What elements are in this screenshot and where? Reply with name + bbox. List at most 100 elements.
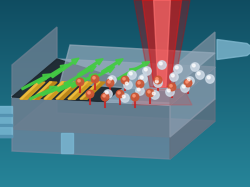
Polygon shape (12, 27, 57, 97)
Polygon shape (170, 67, 215, 137)
Polygon shape (132, 89, 192, 105)
Circle shape (139, 75, 147, 83)
FancyArrow shape (102, 59, 123, 73)
Circle shape (106, 79, 114, 87)
Circle shape (160, 62, 162, 65)
Circle shape (110, 77, 112, 80)
Polygon shape (0, 135, 12, 137)
Circle shape (176, 66, 178, 69)
Circle shape (168, 83, 176, 91)
Circle shape (104, 90, 112, 98)
Polygon shape (170, 32, 215, 105)
Circle shape (198, 72, 200, 75)
Circle shape (133, 95, 135, 97)
FancyArrow shape (38, 65, 68, 84)
Circle shape (166, 88, 174, 96)
Circle shape (91, 75, 99, 83)
Circle shape (170, 85, 172, 87)
Circle shape (154, 79, 162, 87)
Circle shape (108, 81, 110, 83)
Polygon shape (68, 82, 93, 99)
FancyArrow shape (58, 78, 85, 92)
Circle shape (172, 74, 174, 77)
Circle shape (186, 77, 194, 85)
Polygon shape (142, 0, 182, 87)
Circle shape (146, 89, 154, 97)
Polygon shape (217, 39, 250, 59)
Polygon shape (20, 82, 40, 99)
Circle shape (208, 76, 210, 79)
Polygon shape (0, 127, 12, 137)
Circle shape (196, 71, 204, 79)
Polygon shape (154, 0, 170, 87)
Polygon shape (80, 82, 105, 99)
Circle shape (93, 77, 95, 79)
Circle shape (76, 78, 84, 86)
Polygon shape (61, 133, 73, 153)
Polygon shape (20, 82, 45, 99)
Polygon shape (44, 82, 64, 99)
Circle shape (184, 79, 192, 87)
Circle shape (168, 89, 170, 92)
Circle shape (188, 78, 190, 81)
Circle shape (206, 75, 214, 83)
Polygon shape (60, 45, 215, 91)
Polygon shape (134, 0, 190, 87)
Circle shape (86, 90, 94, 98)
FancyArrow shape (64, 66, 96, 85)
Circle shape (124, 81, 132, 89)
Circle shape (170, 73, 178, 81)
Circle shape (78, 80, 80, 82)
Circle shape (181, 84, 189, 92)
FancyArrow shape (90, 67, 115, 81)
Circle shape (122, 95, 125, 98)
Circle shape (151, 91, 159, 99)
FancyArrow shape (42, 83, 72, 96)
Circle shape (158, 61, 166, 69)
Polygon shape (56, 82, 81, 99)
Circle shape (130, 72, 132, 75)
Circle shape (191, 63, 199, 71)
Circle shape (144, 68, 147, 71)
Polygon shape (56, 82, 76, 99)
Polygon shape (68, 82, 88, 99)
Circle shape (121, 76, 129, 84)
Circle shape (123, 78, 125, 80)
FancyArrow shape (22, 74, 50, 90)
Circle shape (156, 78, 158, 80)
Polygon shape (0, 114, 12, 116)
Circle shape (136, 87, 144, 95)
Polygon shape (32, 82, 57, 99)
Circle shape (128, 71, 136, 79)
Circle shape (148, 91, 150, 93)
Circle shape (140, 76, 143, 79)
FancyArrow shape (72, 74, 97, 88)
Circle shape (156, 80, 158, 83)
Circle shape (182, 85, 185, 88)
Circle shape (154, 76, 162, 84)
Polygon shape (170, 99, 215, 159)
FancyArrow shape (78, 59, 103, 76)
Polygon shape (12, 95, 170, 105)
Circle shape (126, 82, 128, 85)
Circle shape (101, 93, 109, 101)
Polygon shape (32, 82, 52, 99)
Circle shape (106, 91, 108, 94)
Polygon shape (12, 59, 128, 102)
FancyArrow shape (30, 86, 57, 100)
Circle shape (138, 88, 140, 91)
Circle shape (192, 64, 195, 67)
Circle shape (88, 92, 90, 94)
Polygon shape (80, 82, 100, 99)
Circle shape (103, 95, 105, 97)
Circle shape (138, 82, 140, 84)
Polygon shape (0, 116, 12, 126)
Circle shape (143, 67, 151, 75)
FancyArrow shape (118, 68, 137, 80)
Circle shape (186, 81, 188, 83)
FancyArrow shape (132, 62, 150, 72)
Polygon shape (12, 97, 170, 137)
Polygon shape (12, 59, 215, 105)
Circle shape (108, 76, 116, 84)
Polygon shape (12, 91, 215, 159)
